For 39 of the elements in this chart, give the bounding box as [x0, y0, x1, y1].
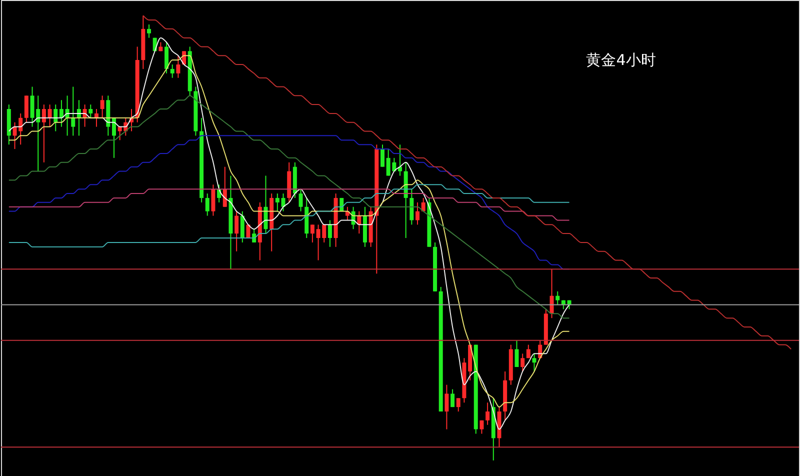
candlestick	[59, 100, 64, 128]
candlestick	[421, 197, 426, 212]
candlestick	[298, 188, 303, 212]
candlestick	[170, 64, 174, 78]
candlestick	[94, 108, 98, 128]
candlestick	[205, 193, 210, 216]
candlestick	[410, 188, 414, 226]
candlestick	[520, 353, 525, 372]
candlestick	[275, 193, 280, 212]
candlestick	[456, 398, 460, 412]
text: 黄金4小时	[586, 51, 656, 69]
candlestick	[100, 95, 104, 118]
candlestick	[71, 86, 76, 136]
candlestick	[164, 42, 169, 74]
candlestick	[310, 224, 314, 243]
candlestick	[42, 104, 46, 163]
candlestick	[556, 290, 560, 306]
candlestick	[211, 184, 216, 216]
candlestick	[281, 193, 286, 212]
candlestick	[480, 420, 484, 434]
candlestick	[328, 220, 332, 248]
candlestick	[234, 210, 239, 252]
candlestick	[240, 210, 244, 243]
candlestick	[444, 384, 449, 430]
candlestick	[514, 340, 519, 368]
candlestick	[176, 55, 180, 78]
candlestick	[48, 104, 52, 128]
candlestick	[54, 104, 58, 132]
candlestick	[380, 144, 384, 168]
candlestick	[416, 202, 420, 226]
candlestick	[222, 166, 227, 208]
candlestick	[88, 104, 93, 118]
candlestick	[24, 95, 28, 123]
candlestick	[398, 144, 402, 176]
candlestick	[147, 24, 152, 38]
candlestick	[486, 402, 490, 426]
candlestick	[450, 388, 455, 408]
candlestick	[532, 353, 536, 372]
candlestick	[526, 344, 530, 359]
